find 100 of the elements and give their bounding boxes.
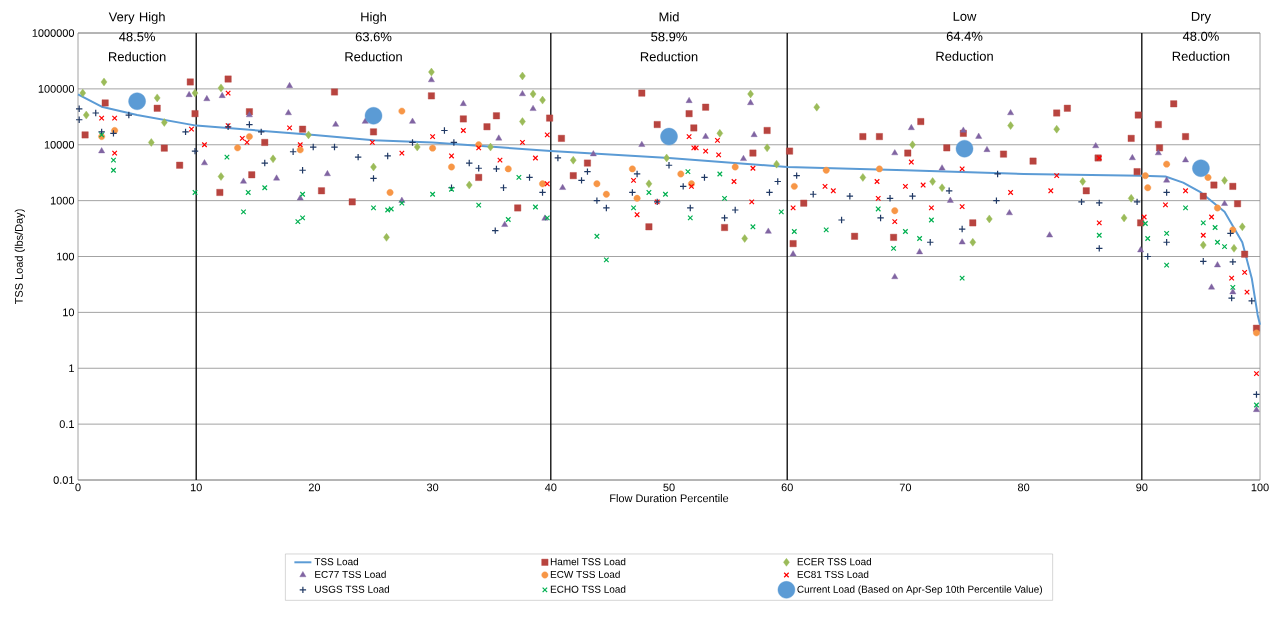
x-tick-label: 40 [544,483,557,492]
point [110,167,117,174]
point [1214,204,1221,212]
point [332,120,339,127]
point [1046,231,1053,238]
y-tick-label: 0.01 [53,476,74,484]
point [529,89,537,99]
point [504,165,512,173]
y-tick-label: 10000 [44,140,75,149]
point [1214,261,1221,268]
point [594,233,600,240]
point [876,165,883,173]
annotation: High 63.6% Reduction [345,11,402,62]
legend-label: EC81 TSS Load [797,570,869,578]
point [646,189,652,196]
point [217,83,225,93]
point [1129,154,1136,160]
point [778,208,785,215]
point [908,124,915,130]
point [685,97,693,103]
point [428,76,435,83]
point [1163,262,1170,269]
point [299,215,306,221]
point [429,191,436,198]
point [687,215,694,221]
point [428,67,435,77]
point [750,223,756,230]
point [1212,224,1218,231]
point [750,131,758,137]
point [1006,209,1013,216]
point [1163,176,1170,183]
point [148,138,155,147]
point [1204,174,1212,181]
point [414,142,421,152]
point [958,238,966,245]
point [947,196,954,203]
point [1229,226,1237,234]
point [662,191,669,198]
point [398,107,406,115]
point [409,117,416,124]
point [1208,283,1215,290]
point [663,153,670,163]
point [1137,246,1144,253]
y-axis-title: TSS Load (lbs/Day) [14,209,25,305]
x-tick-label: 30 [426,483,439,492]
point [370,205,377,211]
point [324,170,331,176]
y-tick-label: 1 [69,364,74,373]
point [487,142,494,152]
point [890,245,897,252]
point [1053,124,1060,134]
point [98,147,105,154]
point [100,77,108,87]
point [383,233,390,242]
point [495,134,503,141]
x-tick-label: 100 [1251,483,1269,492]
point [702,132,709,139]
x-tick-label: 20 [308,483,321,492]
point [388,206,395,212]
annotation: Low 64.4% Reduction [936,11,993,61]
point [891,273,899,279]
y-tick-label: 1000 [50,196,75,205]
point [501,220,509,227]
point [559,183,566,190]
point [539,95,546,105]
point [638,140,646,147]
point [975,132,983,139]
point [747,99,754,105]
point [448,163,455,171]
point [928,217,935,223]
legend-label: TSS Load [314,557,359,566]
point [240,177,247,184]
point [83,110,90,120]
point [677,170,685,178]
point [685,168,691,175]
point [370,162,377,172]
point [1230,244,1238,253]
point [891,207,899,215]
point [938,183,946,192]
legend-label: ECW TSS Load [550,570,620,578]
x-tick-label: 90 [1136,483,1148,492]
point [519,117,526,126]
point [505,216,512,223]
point [1221,176,1228,185]
point [764,227,772,234]
point [1120,213,1128,223]
point [269,154,277,164]
point [519,90,526,96]
point [519,71,526,81]
point [902,228,909,235]
point [286,82,293,88]
point [516,174,522,181]
point [1127,194,1135,203]
point [79,88,86,98]
point [721,195,728,202]
legend-label: EC77 TSS Load [315,570,386,578]
point [929,177,936,186]
point [185,91,193,97]
x-tick-label: 60 [781,483,793,492]
point [1200,240,1207,250]
